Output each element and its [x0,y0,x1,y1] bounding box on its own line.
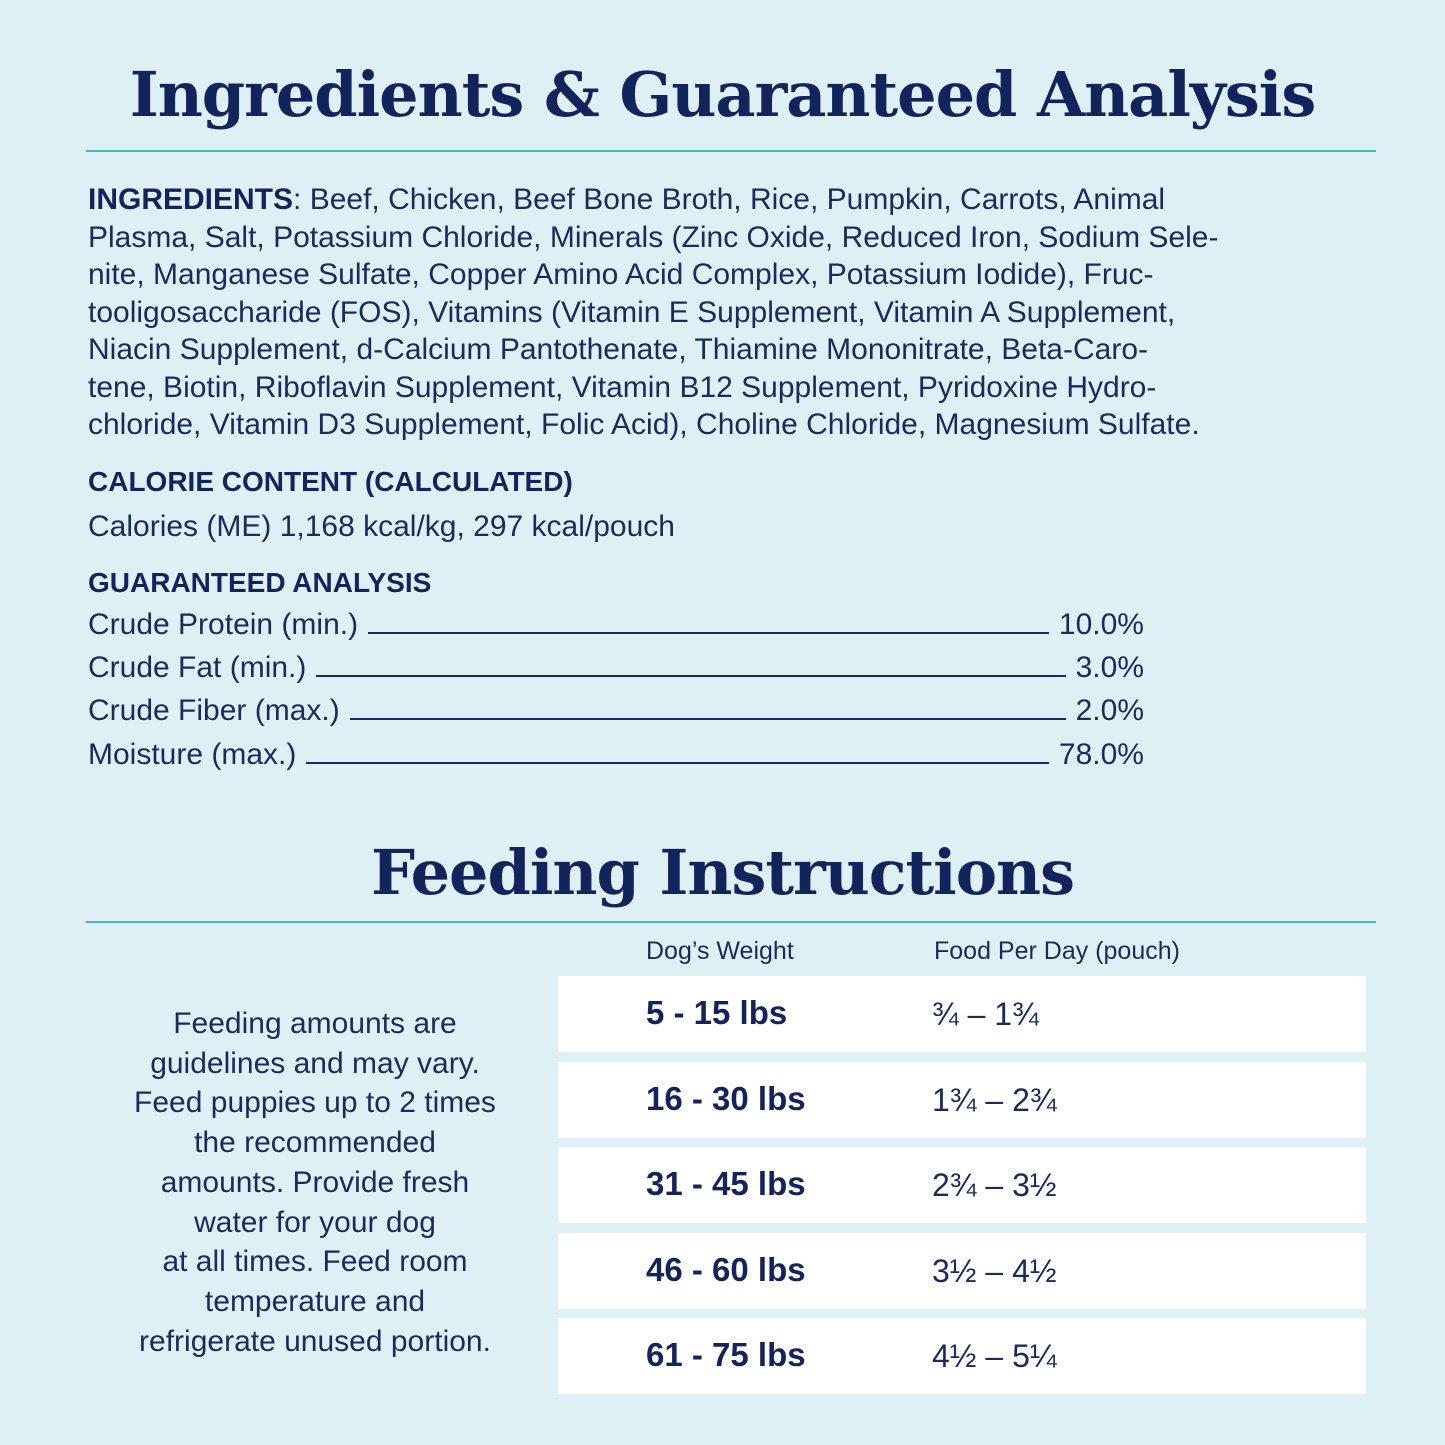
note-line: refrigerate unused portion. [139,1324,491,1358]
analysis-label: Crude Protein (min.) [88,608,359,641]
calorie-heading: CALORIE CONTENT (CALCULATED) [88,466,573,497]
ingredients-text: Plasma, Salt, Potassium Chloride, Minera… [88,220,1219,254]
ingredients-line: Plasma, Salt, Potassium Chloride, Minera… [88,219,1218,257]
ingredients-text: tene, Biotin, Riboflavin Supplement, Vit… [88,370,1157,404]
analysis-label: Crude Fiber (max.) [88,694,340,728]
ingredients-text: Niacin Supplement, d-Calcium Pantothenat… [88,333,1148,366]
analysis-label: Moisture (max.) [88,737,297,771]
analysis-row: Crude Fat (min.) 3.0% [88,651,1144,685]
divider [86,150,1376,152]
food-per-day: 3½ – 4½ [932,1252,1057,1289]
ingredients-line: Niacin Supplement, d-Calcium Pantothenat… [88,331,1218,369]
food-per-day: 1¾ – 2¾ [932,1081,1057,1118]
weight: 46 - 60 lbs [646,1250,806,1288]
analysis-value: 10.0% [1058,608,1144,641]
note-line: temperature and [204,1284,426,1318]
leader [316,675,1066,678]
weight: 16 - 30 lbs [646,1079,806,1117]
analysis-row: Crude Protein (min.) 10.0% [88,608,1144,642]
note-line: guidelines and may vary. [150,1046,480,1080]
ingredients-text: tooligosaccharide (FOS), Vitamins (Vitam… [88,295,1176,329]
note-line: the recommended [194,1126,436,1160]
food-per-day: 4½ – 5¼ [932,1338,1057,1374]
feeding-title: Feeding Instructions [370,836,1075,909]
analysis-value: 2.0% [1075,694,1144,728]
ingredients-text: nite, Manganese Sulfate, Copper Amino Ac… [88,258,1154,291]
note-line: Feed puppies up to 2 times [134,1086,496,1120]
weight: 61 - 75 lbs [646,1336,806,1373]
analysis-row: Moisture (max.) 78.0% [88,738,1144,772]
ingredients-text: chloride, Vitamin D3 Supplement, Folic A… [88,408,1200,441]
table-row: 5 - 15 lbs ¾ – 1¾ [558,976,1366,1052]
food-per-day: 2¾ – 3½ [932,1167,1057,1203]
table-row: 61 - 75 lbs 4½ – 5¼ [558,1318,1366,1394]
calorie-text: Calories (ME) 1,168 kcal/kg, 297 kcal/po… [88,510,675,543]
note-line: Feeding amounts are [173,1007,457,1040]
title: Ingredients & Guaranteed Analysis [129,58,1317,131]
ingredients-line: nite, Manganese Sulfate, Copper Amino Ac… [88,256,1218,294]
analysis-heading: GUARANTEED ANALYSIS [88,567,432,598]
leader [368,632,1049,634]
weight: 5 - 15 lbs [646,994,788,1031]
divider [86,921,1376,923]
analysis-label: Crude Fat (min.) [88,651,307,685]
ingredients-label: INGREDIENTS [88,183,294,216]
leader [349,718,1066,721]
ingredients-line: INGREDIENTS: Beef, Chicken, Beef Bone Br… [88,181,1218,219]
ingredients-line: tooligosaccharide (FOS), Vitamins (Vitam… [88,294,1218,332]
leader [306,761,1049,764]
food-per-day: ¾ – 1¾ [932,996,1039,1032]
analysis-row: Crude Fiber (max.) 2.0% [88,694,1144,728]
note-line: amounts. Provide fresh [160,1165,470,1199]
note-line: at all times. Feed room [162,1245,468,1279]
ingredients-line: tene, Biotin, Riboflavin Supplement, Vit… [88,369,1218,407]
analysis-value: 3.0% [1075,651,1144,685]
ingredients: INGREDIENTS: Beef, Chicken, Beef Bone Br… [88,181,1218,444]
weight: 31 - 45 lbs [646,1165,806,1202]
ingredients-text: : Beef, Chicken, Beef Bone Broth, Rice, … [293,183,1166,216]
table-header: Dog’s Weight [646,937,794,965]
table-row: 31 - 45 lbs 2¾ – 3½ [558,1147,1366,1223]
feeding-note: Feeding amounts are guidelines and may va… [90,1004,540,1361]
table-row: 16 - 30 lbs 1¾ – 2¾ [558,1061,1366,1138]
analysis-value: 78.0% [1058,737,1144,771]
ingredients-line: chloride, Vitamin D3 Supplement, Folic A… [88,406,1218,444]
note-line: water for your dog [194,1205,436,1239]
table-header: Food Per Day (pouch) [934,937,1180,965]
table-row: 46 - 60 lbs 3½ – 4½ [558,1232,1366,1309]
